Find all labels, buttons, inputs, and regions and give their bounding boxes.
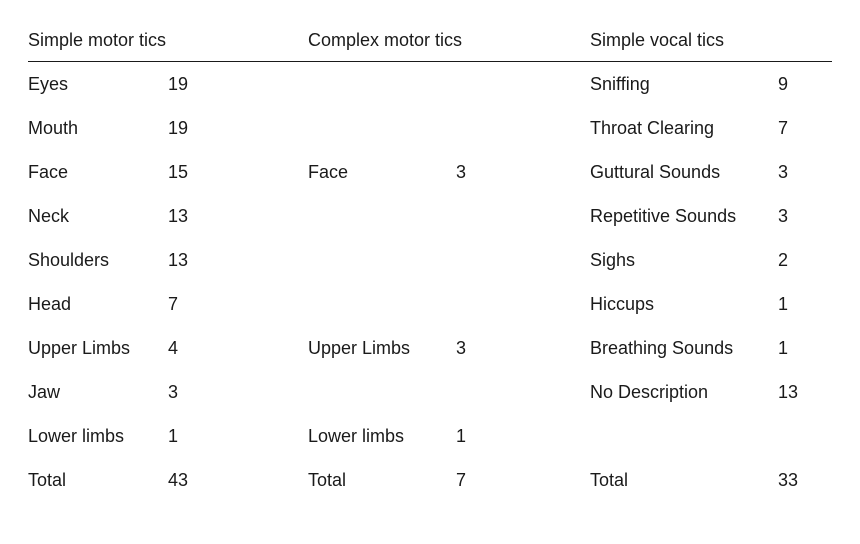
row-value: 19 xyxy=(168,118,188,139)
table-row: Total43 xyxy=(28,470,308,514)
table-row: Sighs2 xyxy=(590,250,832,294)
row-label: Upper Limbs xyxy=(308,338,456,359)
row-label: Neck xyxy=(28,206,168,227)
row-value: 7 xyxy=(168,294,178,315)
row-value: 1 xyxy=(778,294,788,315)
table-row: Face3 xyxy=(308,162,590,206)
row-label: Hiccups xyxy=(590,294,778,315)
column-body-simple-vocal: Sniffing9Throat Clearing7Guttural Sounds… xyxy=(590,74,832,514)
row-label: Breathing Sounds xyxy=(590,338,778,359)
row-label: Guttural Sounds xyxy=(590,162,778,183)
header-rule xyxy=(28,61,832,62)
row-label: Throat Clearing xyxy=(590,118,778,139)
table-row: Jaw3 xyxy=(28,382,308,426)
table-row: Lower limbs1 xyxy=(308,426,590,470)
row-label: Upper Limbs xyxy=(28,338,168,359)
row-value: 3 xyxy=(778,206,788,227)
table-row: Repetitive Sounds3 xyxy=(590,206,832,250)
table-row: Total33 xyxy=(590,470,832,514)
row-value: 19 xyxy=(168,74,188,95)
row-value: 2 xyxy=(778,250,788,271)
column-simple-motor: Simple motor tics xyxy=(28,30,308,61)
table-row: Sniffing9 xyxy=(590,74,832,118)
row-value: 13 xyxy=(168,250,188,271)
row-value: 43 xyxy=(168,470,188,491)
table-row: Breathing Sounds1 xyxy=(590,338,832,382)
row-value: 7 xyxy=(456,470,466,491)
table-row: Lower limbs1 xyxy=(28,426,308,470)
row-value: 3 xyxy=(168,382,178,403)
column-simple-vocal: Simple vocal tics xyxy=(590,30,832,61)
column-header: Simple vocal tics xyxy=(590,30,832,61)
row-label: Repetitive Sounds xyxy=(590,206,778,227)
row-label: Mouth xyxy=(28,118,168,139)
row-label: Eyes xyxy=(28,74,168,95)
row-value: 33 xyxy=(778,470,798,491)
row-value: 7 xyxy=(778,118,788,139)
row-value: 1 xyxy=(168,426,178,447)
column-body-simple-motor: Eyes19Mouth19Face15Neck13Shoulders13Head… xyxy=(28,74,308,514)
table-row: Eyes19 xyxy=(28,74,308,118)
row-label: Jaw xyxy=(28,382,168,403)
row-label: Head xyxy=(28,294,168,315)
row-label: Face xyxy=(308,162,456,183)
tics-table: Simple motor tics Complex motor tics Sim… xyxy=(0,0,860,544)
row-value: 4 xyxy=(168,338,178,359)
table-row: Shoulders13 xyxy=(28,250,308,294)
row-value: 13 xyxy=(168,206,188,227)
row-value: 3 xyxy=(778,162,788,183)
table-row: Throat Clearing7 xyxy=(590,118,832,162)
table-row: Upper Limbs4 xyxy=(28,338,308,382)
table-row: No Description13 xyxy=(590,382,832,426)
column-body-complex-motor: Face3Upper Limbs3Lower limbs1Total7 xyxy=(308,74,590,514)
column-complex-motor: Complex motor tics xyxy=(308,30,590,61)
table-row: Guttural Sounds3 xyxy=(590,162,832,206)
table-row: Head7 xyxy=(28,294,308,338)
row-label: Shoulders xyxy=(28,250,168,271)
table-row: Hiccups1 xyxy=(590,294,832,338)
row-value: 13 xyxy=(778,382,798,403)
table-row: Upper Limbs3 xyxy=(308,338,590,382)
row-label: Total xyxy=(28,470,168,491)
row-label: Lower limbs xyxy=(28,426,168,447)
row-label: Lower limbs xyxy=(308,426,456,447)
row-label: Sniffing xyxy=(590,74,778,95)
table-row: Face15 xyxy=(28,162,308,206)
column-header: Complex motor tics xyxy=(308,30,590,61)
row-label: Total xyxy=(308,470,456,491)
row-label: Total xyxy=(590,470,778,491)
row-value: 1 xyxy=(778,338,788,359)
row-label: Face xyxy=(28,162,168,183)
table-row: Mouth19 xyxy=(28,118,308,162)
row-value: 3 xyxy=(456,338,466,359)
table-body: Eyes19Mouth19Face15Neck13Shoulders13Head… xyxy=(28,74,832,514)
row-label: Sighs xyxy=(590,250,778,271)
table-columns: Simple motor tics Complex motor tics Sim… xyxy=(28,30,832,61)
table-row: Neck13 xyxy=(28,206,308,250)
row-value: 3 xyxy=(456,162,466,183)
row-label: No Description xyxy=(590,382,778,403)
row-value: 1 xyxy=(456,426,466,447)
column-header: Simple motor tics xyxy=(28,30,308,61)
table-row: Total7 xyxy=(308,470,590,514)
row-value: 15 xyxy=(168,162,188,183)
row-value: 9 xyxy=(778,74,788,95)
